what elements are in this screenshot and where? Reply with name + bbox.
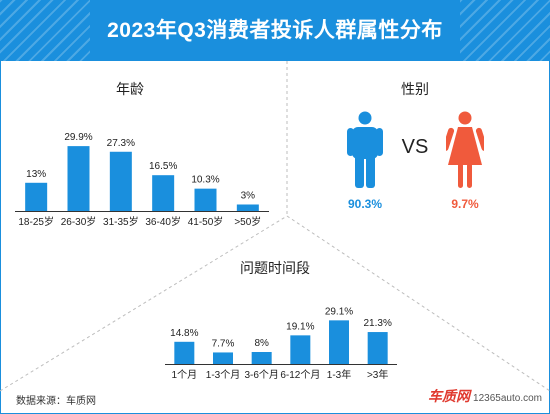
duration-category-label: 1-3年 [327, 368, 351, 381]
section-divider [0, 61, 550, 392]
age-data-label: 3% [241, 190, 256, 201]
watermark: 车质网 12365auto.com [428, 386, 542, 406]
title-banner: 2023年Q3消费者投诉人群属性分布 [0, 0, 550, 61]
age-category-label: 41-50岁 [188, 215, 224, 228]
duration-bar [329, 320, 349, 364]
duration-data-label: 7.7% [212, 338, 235, 349]
age-data-label: 10.3% [191, 175, 219, 186]
duration-section-title: 问题时间段 [240, 260, 310, 276]
duration-category-label: >3年 [367, 368, 388, 381]
duration-bar [367, 332, 388, 364]
watermark-site: 12365auto.com [473, 393, 542, 404]
duration-bar [290, 335, 311, 364]
age-data-label: 29.9% [64, 132, 92, 143]
age-bar [67, 146, 90, 211]
banner-stripes-right [460, 0, 550, 61]
duration-category-label: 6-12个月 [280, 369, 320, 381]
vs-label: VS [401, 136, 429, 158]
age-category-label: >50岁 [234, 215, 261, 228]
watermark-brand: 车质网 [428, 388, 471, 404]
age-bar [236, 204, 259, 211]
female-percentage: 9.7% [451, 197, 479, 211]
age-data-label: 13% [26, 169, 46, 180]
age-section-title: 年龄 [116, 81, 144, 97]
age-bar [152, 175, 175, 211]
duration-category-label: 1个月 [172, 369, 198, 381]
age-data-label: 16.5% [149, 161, 177, 172]
duration-bar [174, 341, 195, 364]
duration-data-label: 8% [254, 338, 269, 349]
age-bar [194, 188, 217, 211]
female-person-icon [446, 111, 484, 188]
duration-data-label: 21.3% [363, 318, 391, 329]
age-bar [109, 151, 132, 211]
gender-section-title: 性别 [401, 81, 429, 97]
banner-stripes-left [0, 0, 90, 61]
duration-data-label: 14.8% [170, 328, 198, 339]
male-percentage: 90.3% [347, 197, 383, 211]
duration-bar [251, 352, 272, 364]
duration-category-label: 1-3个月 [206, 369, 240, 381]
data-source-note: 数据来源：车质网 [16, 396, 96, 407]
age-category-label: 26-30岁 [61, 215, 97, 228]
age-bar [25, 182, 48, 211]
duration-data-label: 29.1% [325, 306, 353, 317]
page-title: 2023年Q3消费者投诉人群属性分布 [107, 19, 443, 42]
duration-bar [213, 352, 233, 364]
duration-category-label: 3-6个月 [244, 369, 278, 381]
age-data-label: 27.3% [107, 138, 135, 149]
age-category-label: 36-40岁 [145, 215, 181, 228]
age-category-label: 18-25岁 [18, 215, 54, 228]
duration-data-label: 19.1% [286, 321, 314, 332]
age-category-label: 31-35岁 [103, 215, 139, 228]
male-person-icon [347, 111, 383, 188]
